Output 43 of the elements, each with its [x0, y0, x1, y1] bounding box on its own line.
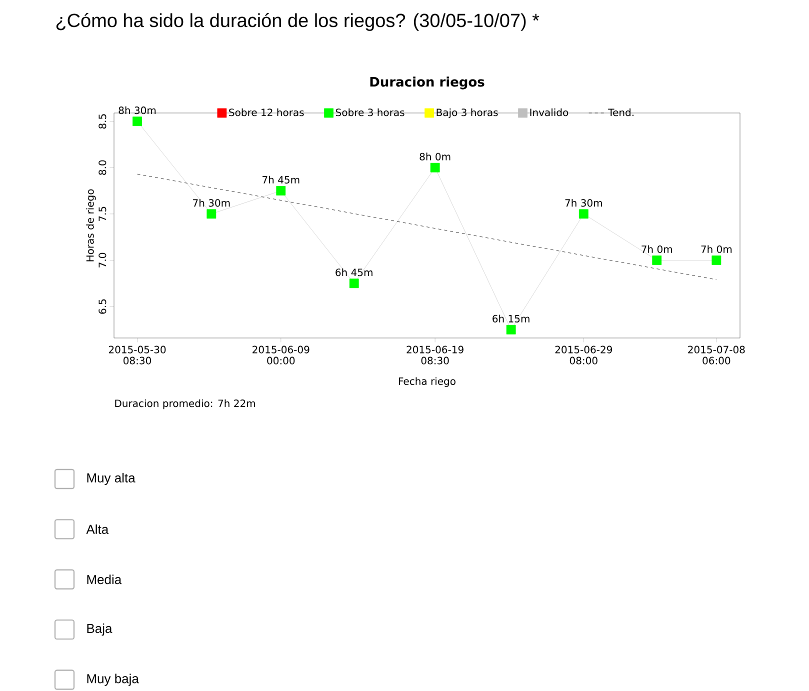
legend-label: Bajo 3 horas — [436, 108, 498, 118]
legend-label: Sobre 3 horas — [336, 108, 404, 116]
x-tick-label: 2015-06-19 08:30 — [406, 346, 464, 364]
point — [652, 256, 662, 265]
legend-label: Invalido — [530, 108, 568, 116]
point — [506, 324, 516, 334]
text: Muy baja — [87, 674, 139, 686]
legend-label: Sobre 12 horas — [229, 108, 304, 116]
data-label: 7h 0m — [701, 245, 732, 254]
point — [430, 162, 440, 172]
text: Muy alta — [87, 472, 136, 486]
x-tick-label: 2015-05-30 08:30 — [108, 346, 166, 364]
data-label: 7h 30m — [565, 198, 602, 207]
point — [578, 209, 588, 219]
data-label: 7h 30m — [193, 198, 230, 207]
point — [276, 186, 286, 196]
y-tick-label: 8.5 — [98, 114, 106, 129]
y-tick-label: 7.5 — [98, 206, 106, 222]
text: Alta — [86, 524, 109, 534]
y-tick-label: 6.5 — [98, 299, 106, 314]
data-label: 7h 45m — [262, 176, 300, 184]
chart-subtitle: Duracion riegos — [370, 76, 484, 90]
x-tick-label: 2015-06-29 08:00 — [555, 346, 612, 364]
point — [206, 209, 216, 219]
y-axis-title: Horas de riego — [86, 189, 96, 262]
y-tick-label: 8.0 — [98, 160, 106, 175]
chart-title: ¿Cómo ha sido la duración de los riegos? (30/05-10/07) * — [56, 13, 540, 31]
x-tick-label: 2015-07-08 06:00 — [688, 346, 745, 364]
data-label: 7h 0m — [642, 245, 672, 254]
text: Baja — [87, 624, 112, 636]
text: Media — [87, 574, 122, 584]
text: Duracion promedio: 7h 22m — [115, 399, 255, 410]
x-tick-label: 2015-06-09 00:00 — [252, 346, 310, 364]
data-label: 8h 0m — [420, 152, 450, 160]
legend-label: Tend. — [608, 108, 634, 116]
y-tick-label: 7.0 — [98, 252, 106, 268]
data-label: 8h 30m — [118, 106, 156, 114]
data-label: 6h 15m — [492, 314, 530, 322]
point — [132, 116, 142, 126]
point — [712, 256, 722, 265]
data-label: 6h 45m — [336, 268, 372, 276]
point — [349, 278, 359, 288]
x-axis-title: Fecha riego — [398, 377, 456, 387]
